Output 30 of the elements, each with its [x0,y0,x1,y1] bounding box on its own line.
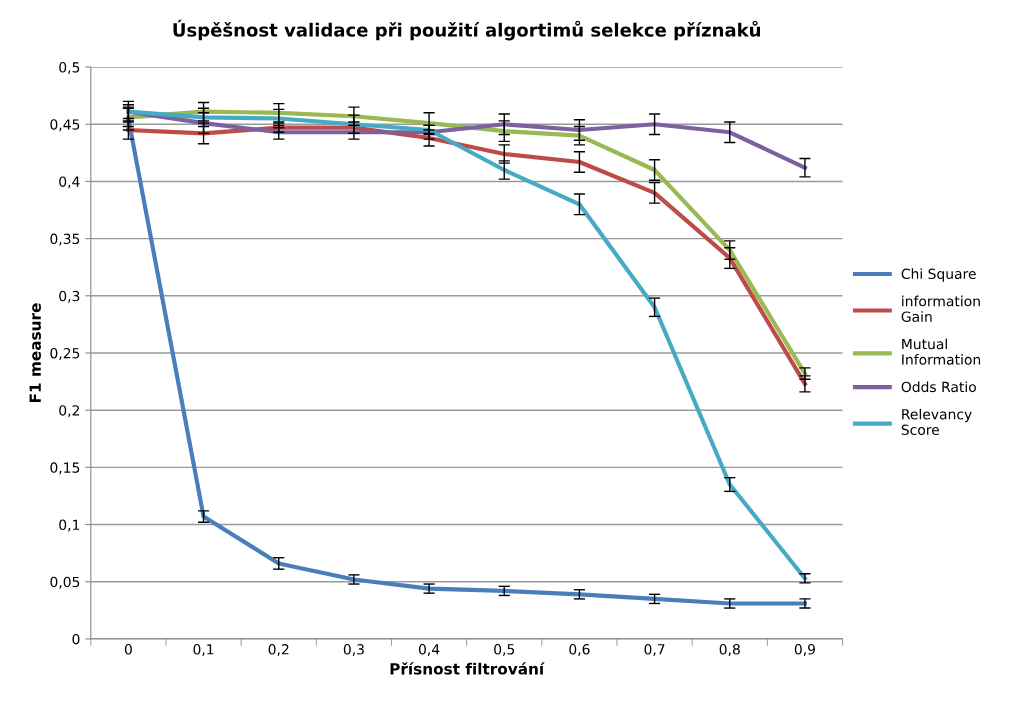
y-tick-label: 0,35 [50,233,80,246]
y-tick-label: 0,3 [59,290,80,303]
y-axis-title: F1 measure [29,303,41,403]
y-tick-label: 0,15 [50,462,80,475]
y-tick-label: 0,5 [59,62,80,74]
chart-title: Úspěšnost validace při použití algortimů selekce příznaků [173,19,760,41]
x-tick-label: 0,2 [268,644,289,656]
x-tick-label: 0,1 [193,644,214,656]
legend-label: Odds Ratio [901,381,976,393]
legend-label: Relevancy Score [901,408,972,436]
y-tick-label: 0 [72,633,80,645]
y-tick-label: 0,2 [59,405,79,418]
y-tick-label: 0,45 [50,119,80,132]
x-axis-title: Přísnost filtrování [390,662,545,675]
x-tick-label: 0,9 [794,644,815,656]
legend-label: Chi Square [901,268,976,282]
x-tick-label: 0,6 [569,644,590,656]
x-tick-label: 0,3 [343,644,364,656]
x-tick-label: 0,4 [418,644,440,656]
legend-label: information Gain [901,295,980,322]
x-tick-label: 0,7 [644,644,665,656]
x-tick-label: 0,8 [719,644,740,656]
y-tick-label: 0,4 [59,176,80,189]
y-tick-label: 0,05 [50,576,80,589]
x-tick-label: 0 [124,644,132,655]
legend-label: Mutual Information [902,338,981,365]
y-tick-label: 0,1 [59,519,80,532]
line-series [126,109,808,170]
x-tick-label: 0,5 [494,644,515,656]
y-tick-label: 0,25 [50,347,80,360]
